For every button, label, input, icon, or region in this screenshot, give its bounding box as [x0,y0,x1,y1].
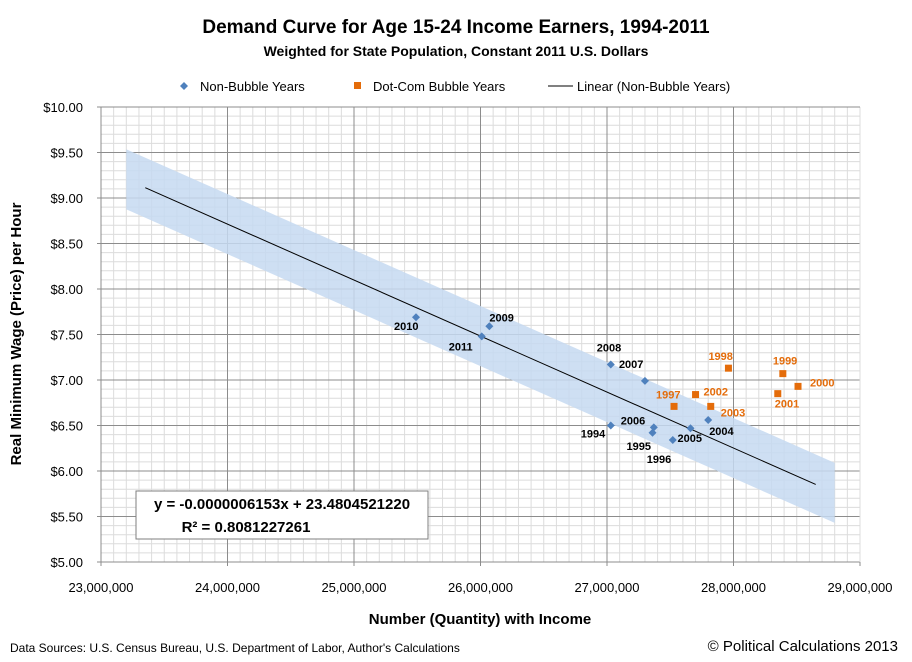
data-points [411,313,802,445]
data-label-2002: 2002 [704,387,728,399]
data-label-2011: 2011 [449,341,473,353]
y-tick-label: $6.00 [50,464,83,479]
data-label-2003: 2003 [721,407,745,419]
y-tick-label: $5.50 [50,510,83,525]
y-tick-label: $7.50 [50,328,83,343]
data-point-1998 [724,364,732,372]
data-point-2003 [707,402,715,410]
chart-subtitle: Weighted for State Population, Constant … [264,43,649,59]
data-label-1995: 1995 [627,441,651,453]
x-tick-label: 26,000,000 [448,580,513,595]
x-tick-label: 28,000,000 [701,580,766,595]
x-tick-label: 24,000,000 [195,580,260,595]
legend-marker-bubble [354,82,361,89]
y-tick-label: $9.00 [50,191,83,206]
legend-label-linear: Linear (Non-Bubble Years) [577,79,730,94]
data-point-1997 [670,402,678,410]
data-point-1996 [668,436,677,445]
x-tick-labels: 23,000,000 24,000,000 25,000,000 26,000,000… [68,562,893,595]
data-point-1994 [606,421,615,430]
equation-line: y = -0.0000006153x + 23.4804521220 [154,496,410,513]
equation-box-frame [135,490,429,540]
data-label-2000: 2000 [810,377,834,389]
x-tick-label: 23,000,000 [68,580,133,595]
data-point-2007 [640,376,649,385]
y-tick-label: $5.00 [50,555,83,570]
data-point-2010 [411,313,420,322]
x-tick-label: 25,000,000 [321,580,386,595]
y-tick-label: $10.00 [43,100,83,115]
data-label-1997: 1997 [656,389,680,401]
x-tick-label: 29,000,000 [827,580,892,595]
y-tick-labels: $5.00 $5.50 $6.00 $6.50 $7.00 $7.50 $8.00 $8.50… [43,100,101,570]
copyright-note: © Political Calculations 2013 [708,638,898,655]
data-point-2005 [686,424,695,433]
y-tick-label: $9.50 [50,146,83,161]
data-point-2006 [649,423,658,432]
data-label-2008: 2008 [597,343,621,355]
r-squared-line: R² = 0.8081227261 [182,519,311,536]
data-label-2009: 2009 [489,312,513,324]
data-label-1994: 1994 [581,429,606,441]
y-tick-label: $6.50 [50,419,83,434]
legend-marker-non-bubble [180,82,188,90]
data-label-2004: 2004 [709,426,734,438]
data-point-2008 [606,360,615,369]
data-point-2000 [794,382,802,390]
data-label-2001: 2001 [775,399,799,411]
data-point-2004 [704,416,713,425]
data-point-2011 [477,332,486,341]
data-label-1996: 1996 [647,454,671,466]
data-label-2006: 2006 [621,415,645,427]
data-label-2005: 2005 [677,433,701,445]
data-point-2001 [774,390,782,398]
y-axis-title: Real Minimum Wage (Price) per Hour [8,202,25,465]
legend-label-non-bubble: Non-Bubble Years [200,79,305,94]
data-point-1995 [648,428,657,437]
data-label-1998: 1998 [708,351,732,363]
legend-label-bubble: Dot-Com Bubble Years [373,79,506,94]
data-label-1999: 1999 [773,356,797,368]
data-point-2002 [692,391,700,399]
y-tick-label: $8.50 [50,237,83,252]
data-label-2007: 2007 [619,359,643,371]
data-point-1999 [779,370,787,378]
data-sources-note: Data Sources: U.S. Census Bureau, U.S. D… [10,641,460,655]
x-axis-title: Number (Quantity) with Income [369,611,592,628]
data-point-2009 [485,322,494,331]
x-tick-label: 27,000,000 [574,580,639,595]
y-tick-label: $7.00 [50,373,83,388]
equation-box: y = -0.0000006153x + 23.4804521220 R² = … [135,490,429,540]
y-tick-label: $8.00 [50,282,83,297]
legend: Non-Bubble Years Dot-Com Bubble Years Li… [180,79,730,94]
data-label-2010: 2010 [394,321,418,333]
chart-title: Demand Curve for Age 15-24 Income Earner… [202,17,710,38]
